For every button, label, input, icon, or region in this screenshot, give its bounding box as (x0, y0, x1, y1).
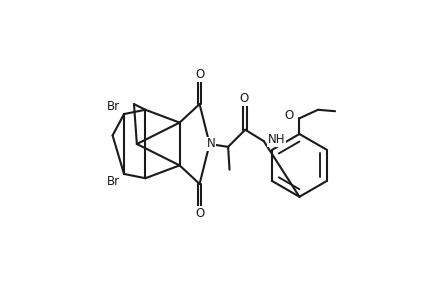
Text: NH: NH (268, 133, 286, 146)
Text: O: O (195, 207, 204, 220)
Text: Br: Br (107, 175, 120, 187)
Text: O: O (284, 109, 293, 122)
Text: O: O (195, 68, 204, 81)
Text: O: O (239, 92, 249, 105)
Text: Br: Br (107, 101, 120, 113)
Text: N: N (207, 137, 215, 151)
